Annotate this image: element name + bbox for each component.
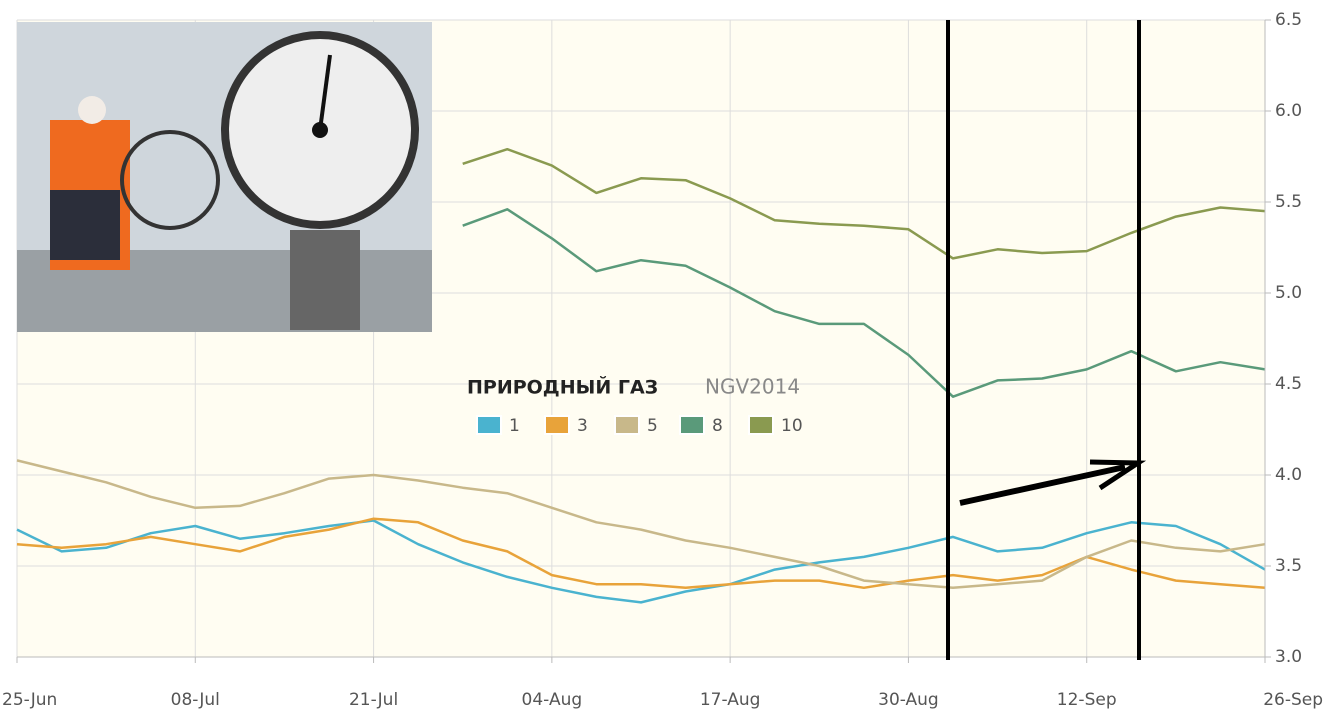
legend-label: 3 (577, 416, 588, 436)
legend-swatch (477, 416, 501, 434)
y-tick-label: 5.5 (1275, 192, 1302, 212)
y-tick-label: 6.0 (1275, 101, 1302, 121)
y-tick-label: 5.0 (1275, 283, 1302, 303)
legend-subtitle: NGV2014 (705, 375, 800, 399)
legend-label: 5 (647, 416, 658, 436)
legend-swatch (749, 416, 773, 434)
legend-title: ПРИРОДНЫЙ ГАЗ (467, 376, 658, 399)
legend-swatch (615, 416, 639, 434)
chart: ПРИРОДНЫЙ ГАЗ NGV2014 1 3 5 8 10 3.0 3.5 4.0 4.… (0, 0, 1325, 724)
y-tick-label: 4.0 (1275, 465, 1302, 485)
x-tick-label: 26-Sep (1263, 690, 1323, 710)
legend-label: 10 (781, 416, 803, 436)
x-tick-label: 25-Jun (2, 690, 57, 710)
y-tick-label: 4.5 (1275, 374, 1302, 394)
legend-label: 1 (509, 416, 520, 436)
x-tick-label: 12-Sep (1057, 690, 1117, 710)
legend-swatch (545, 416, 569, 434)
x-tick-label: 17-Aug (700, 690, 761, 710)
x-tick-label: 30-Aug (878, 690, 939, 710)
legend-swatch (680, 416, 704, 434)
y-tick-label: 3.0 (1275, 647, 1302, 667)
y-tick-label: 3.5 (1275, 556, 1302, 576)
x-tick-label: 04-Aug (522, 690, 583, 710)
x-tick-label: 08-Jul (171, 690, 220, 710)
x-tick-label: 21-Jul (349, 690, 398, 710)
legend-label: 8 (712, 416, 723, 436)
photo (17, 22, 432, 332)
y-tick-label: 6.5 (1275, 10, 1302, 30)
